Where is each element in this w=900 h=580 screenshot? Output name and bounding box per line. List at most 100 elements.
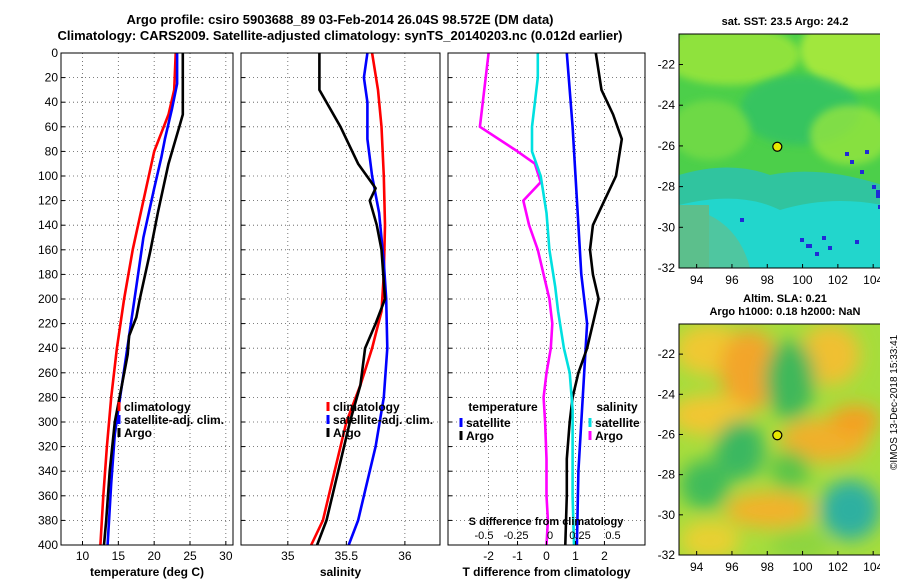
map-y-tick-label: -22 bbox=[658, 347, 676, 361]
map-y-tick-label: -32 bbox=[658, 548, 676, 562]
figure-title-line1: Argo profile: csiro 5903688_89 03-Feb-20… bbox=[126, 12, 554, 27]
series-line-satellite-adj-clim- bbox=[106, 53, 179, 546]
legend-label: satellite bbox=[595, 416, 640, 430]
argo-position-marker bbox=[772, 141, 783, 152]
map-x-tick-label: 98 bbox=[761, 560, 775, 574]
series-line-t-argo bbox=[564, 52, 624, 546]
legend-label: satellite-adj. clim. bbox=[124, 413, 224, 427]
depth-tick-label: 160 bbox=[38, 243, 58, 257]
x2-tick-label: -0.25 bbox=[503, 530, 528, 542]
map-x-tick-label: 104 bbox=[863, 273, 880, 287]
depth-tick-label: 100 bbox=[38, 169, 58, 183]
map-y-tick-label: -28 bbox=[658, 180, 676, 194]
legend-title-salinity: salinity bbox=[596, 400, 638, 414]
depth-tick-label: 280 bbox=[38, 390, 58, 404]
map-frame bbox=[678, 323, 880, 556]
depth-tick-label: 260 bbox=[38, 366, 58, 380]
depth-tick-label: 240 bbox=[38, 341, 58, 355]
depth-tick-label: 320 bbox=[38, 440, 58, 454]
map-x-tick-label: 100 bbox=[793, 560, 813, 574]
map-y-tick-label: -30 bbox=[658, 508, 676, 522]
legend-label: Argo bbox=[124, 426, 152, 440]
argo-position-marker bbox=[772, 430, 783, 441]
series-line-s-difference bbox=[478, 52, 554, 546]
legend-label: Argo bbox=[595, 429, 623, 443]
x-tick-label: 2 bbox=[601, 549, 608, 563]
map-frame bbox=[678, 33, 880, 269]
sst-field bbox=[679, 34, 880, 268]
x-tick-label: 1 bbox=[572, 549, 579, 563]
depth-tick-label: 60 bbox=[45, 120, 59, 134]
legend-label: climatology bbox=[124, 400, 191, 414]
x-tick-label: 30 bbox=[219, 549, 233, 563]
series-line-argo bbox=[315, 53, 387, 546]
depth-tick-label: 340 bbox=[38, 464, 58, 478]
x-tick-label: 0 bbox=[543, 549, 550, 563]
depth-tick-label: 80 bbox=[45, 144, 59, 158]
map-y-tick-label: -26 bbox=[658, 427, 676, 441]
series-line-argo bbox=[102, 53, 185, 546]
x-tick-label: 15 bbox=[112, 549, 126, 563]
series-line-s-satellite bbox=[530, 53, 576, 546]
difference-panel: -2 -1 0 1 2 T difference from climatology S di… bbox=[447, 52, 646, 579]
x-tick-label: 35.5 bbox=[335, 549, 359, 563]
x-axis-label: temperature (deg C) bbox=[90, 565, 204, 579]
sst-map: 94 96 98 100 102 104 -22 -24 -26 -28 -30 -32 bbox=[658, 33, 880, 287]
series-line-satellite-adj-clim- bbox=[347, 52, 389, 546]
figure-title-line2: Climatology: CARS2009. Satellite-adjuste… bbox=[57, 28, 623, 43]
series-line-t-satellite bbox=[565, 52, 589, 546]
legend-label: Argo bbox=[333, 426, 361, 440]
x-tick-label: -1 bbox=[512, 549, 523, 563]
x-tick-label: -2 bbox=[483, 549, 494, 563]
map-y-tick-label: -24 bbox=[658, 387, 676, 401]
depth-tick-label: 120 bbox=[38, 194, 58, 208]
legend-label: climatology bbox=[333, 400, 400, 414]
x2-tick-label: 0 bbox=[547, 530, 553, 542]
depth-tick-label: 20 bbox=[45, 71, 59, 85]
depth-tick-label: 0 bbox=[51, 46, 58, 60]
x-tick-label: 36 bbox=[398, 549, 412, 563]
x2-tick-label: 0.25 bbox=[569, 530, 590, 542]
map-x-tick-label: 102 bbox=[828, 273, 848, 287]
sla-map-title-line2: Argo h1000: 0.18 h2000: NaN bbox=[709, 306, 861, 318]
x2-tick-label: -0.5 bbox=[475, 530, 494, 542]
x2-tick-label: 0.5 bbox=[605, 530, 620, 542]
temperature-panel: 10 15 20 25 30020406080100120140160180200220… bbox=[38, 46, 234, 579]
x-axis-label: salinity bbox=[320, 565, 362, 579]
depth-tick-label: 360 bbox=[38, 489, 58, 503]
sla-map: 94 96 98 100 102 104 -22 -24 -26 -28 -30 -32 bbox=[658, 323, 880, 574]
depth-tick-label: 200 bbox=[38, 292, 58, 306]
map-y-tick-label: -30 bbox=[658, 220, 676, 234]
sst-map-title: sat. SST: 23.5 Argo: 24.2 bbox=[721, 16, 849, 28]
map-y-tick-label: -24 bbox=[658, 98, 676, 112]
map-y-tick-label: -26 bbox=[658, 139, 676, 153]
sla-map-title-line1: Altim. SLA: 0.21 bbox=[743, 293, 827, 305]
map-y-tick-label: -22 bbox=[658, 58, 676, 72]
legend-label: Argo bbox=[466, 429, 494, 443]
map-x-tick-label: 96 bbox=[725, 560, 739, 574]
depth-tick-label: 40 bbox=[45, 95, 59, 109]
map-x-tick-label: 104 bbox=[863, 560, 880, 574]
legend-title-temperature: temperature bbox=[468, 400, 538, 414]
x-tick-label: 35 bbox=[281, 549, 295, 563]
legend-label: satellite bbox=[466, 416, 511, 430]
x-tick-label: 10 bbox=[76, 549, 90, 563]
map-x-tick-label: 100 bbox=[793, 273, 813, 287]
map-x-tick-label: 96 bbox=[725, 273, 739, 287]
profile-charts: 10 15 20 25 30020406080100120140160180200220… bbox=[38, 46, 646, 579]
depth-tick-label: 380 bbox=[38, 513, 58, 527]
copyright-stamp: ©IMOS 13-Dec-2018 15:33:41 bbox=[889, 334, 900, 470]
map-x-tick-label: 94 bbox=[690, 560, 704, 574]
map-x-tick-label: 98 bbox=[761, 273, 775, 287]
x-tick-label: 20 bbox=[147, 549, 161, 563]
depth-tick-label: 400 bbox=[38, 538, 58, 552]
map-y-tick-label: -28 bbox=[658, 468, 676, 482]
depth-tick-label: 140 bbox=[38, 218, 58, 232]
depth-tick-label: 220 bbox=[38, 317, 58, 331]
salinity-panel: 35 35.5 36 salinity climatologysatellite-adj… bbox=[240, 52, 441, 579]
sla-field bbox=[679, 324, 880, 555]
x-tick-label: 25 bbox=[183, 549, 197, 563]
x2-axis-label: S difference from climatology bbox=[469, 516, 625, 528]
x-axis-label: T difference from climatology bbox=[462, 565, 630, 579]
map-x-tick-label: 94 bbox=[690, 273, 704, 287]
